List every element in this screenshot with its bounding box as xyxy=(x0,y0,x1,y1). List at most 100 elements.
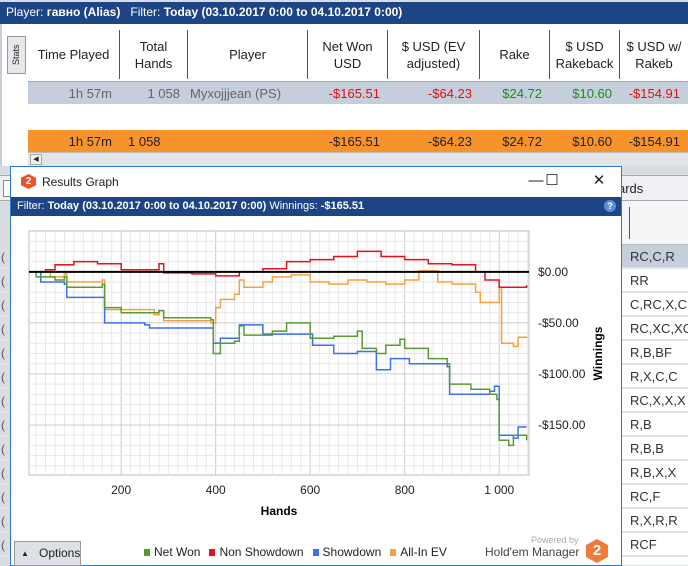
x-axis-title: Hands xyxy=(261,504,298,518)
results-chart: 200 400 600 800 1 000 $0.00 -$50.00 -$100.00 -$1… xyxy=(28,230,605,518)
series-line-all-in-ev xyxy=(29,270,528,348)
row-icon[interactable]: ( xyxy=(0,341,10,365)
hands-table-header xyxy=(618,201,688,245)
plot-area xyxy=(28,230,530,476)
hand-row-actions[interactable]: RC,X,X,X xyxy=(618,389,688,413)
total-rake: $24.72 xyxy=(502,133,542,149)
row-icon[interactable]: ( xyxy=(0,293,10,317)
report-header-bar: Player: гавно (Alias) Filter: Today (03.… xyxy=(0,2,688,24)
col-with-rakeback[interactable]: $ USD w/ Rakeb xyxy=(626,38,682,71)
cell-ev: -$64.23 xyxy=(427,85,472,101)
hand-row-actions[interactable]: RC,F xyxy=(618,485,688,509)
row-icon[interactable]: ( xyxy=(0,365,10,389)
total-hands: 1 058 xyxy=(128,133,161,149)
chevron-up-icon: ▲ xyxy=(21,549,29,558)
hem-logo-icon: 2 xyxy=(21,174,36,189)
hand-row-actions[interactable]: R,X,R,R xyxy=(618,509,688,533)
hand-row-actions[interactable]: R,B,BF xyxy=(618,341,688,365)
left-row-icons: ((((((((((((( xyxy=(0,245,10,557)
window-titlebar[interactable]: 2 Results Graph — ☐ ✕ xyxy=(11,167,621,197)
col-rakeback[interactable]: $ USD Rakeback xyxy=(550,30,620,79)
row-icon[interactable]: ( xyxy=(0,461,10,485)
hand-row-actions[interactable]: R,X,C,C xyxy=(618,365,688,389)
filter-value[interactable]: Today (03.10.2017 0:00 to 04.10.2017 0:0… xyxy=(47,200,267,212)
total-net-won: -$165.51 xyxy=(328,133,380,149)
stats-tab[interactable]: Stats xyxy=(7,36,26,74)
scroll-left-icon[interactable]: ◀ xyxy=(30,154,42,165)
player-label: Player: xyxy=(6,5,44,19)
graph-filter-bar: Filter: Today (03.10.2017 0:00 to 04.10.… xyxy=(11,197,621,216)
hand-row-actions[interactable]: C,RC,X,C xyxy=(618,293,688,317)
table-row[interactable]: 1h 57m 1 058 Myxojjjean (PS) -$165.51 -$… xyxy=(28,82,688,104)
series-line-net-won xyxy=(29,271,528,447)
col-player[interactable]: Player xyxy=(188,30,308,79)
series-line-showdown xyxy=(29,271,527,439)
row-icon[interactable]: ( xyxy=(0,533,10,557)
total-ev: -$64.23 xyxy=(427,133,472,149)
legend-net-won[interactable]: Net Won xyxy=(144,545,200,559)
cell-hands: 1 058 xyxy=(147,85,180,101)
row-icon[interactable]: ( xyxy=(0,389,10,413)
y-tick-label: $0.00 xyxy=(538,265,568,279)
player-name: гавно (Alias) xyxy=(46,5,121,19)
grid-header: Time Played Total Hands Player Net Won U… xyxy=(28,28,688,82)
total-with-rakeback: -$154.91 xyxy=(628,133,680,149)
hand-row-actions[interactable]: RCF xyxy=(618,533,688,557)
help-icon[interactable]: ? xyxy=(604,200,616,212)
options-label: Options xyxy=(39,546,81,560)
tab-hands[interactable]: ards xyxy=(618,181,644,196)
x-tick-label: 200 xyxy=(111,483,131,497)
total-row: 1h 57m 1 058 -$165.51 -$64.23 $24.72 $10… xyxy=(28,130,688,152)
row-icon[interactable]: ( xyxy=(0,413,10,437)
x-tick-label: 1 000 xyxy=(484,483,514,497)
cell-time: 1h 57m xyxy=(68,85,112,101)
horizontal-scrollbar[interactable]: ◀ xyxy=(28,152,688,166)
chart-legend: Net Won Non Showdown Showdown All-In EV xyxy=(144,545,447,559)
filter-value[interactable]: Today (03.10.2017 0:00 to 04.10.2017 0:0… xyxy=(163,5,403,19)
cell-rake: $24.72 xyxy=(502,85,542,101)
cell-with-rakeback: -$154.91 xyxy=(628,85,680,101)
hand-row-actions[interactable]: R,B,B xyxy=(618,437,688,461)
col-rake[interactable]: Rake xyxy=(480,30,550,79)
minimize-icon[interactable]: — xyxy=(528,172,544,189)
results-graph-window: 2 Results Graph — ☐ ✕ Filter: Today (03.… xyxy=(10,166,622,566)
row-icon[interactable]: ( xyxy=(0,245,10,269)
hand-row-actions[interactable]: RR xyxy=(618,269,688,293)
options-button[interactable]: ▲ Options xyxy=(14,541,81,566)
powered-by-label: Powered by xyxy=(531,535,579,545)
row-icon[interactable]: ( xyxy=(0,317,10,341)
legend-showdown[interactable]: Showdown xyxy=(312,545,381,559)
y-tick-label: -$50.00 xyxy=(538,316,579,330)
legend-allin-ev[interactable]: All-In EV xyxy=(390,545,447,559)
winnings-value: -$165.51 xyxy=(320,200,365,212)
maximize-icon[interactable]: ☐ xyxy=(545,172,559,189)
col-net-won[interactable]: Net Won USD xyxy=(308,30,388,79)
row-icon[interactable]: ( xyxy=(0,509,10,533)
filter-label: Filter: xyxy=(17,200,45,212)
col-total-hands[interactable]: Total Hands xyxy=(120,30,188,79)
col-time-played[interactable]: Time Played xyxy=(28,30,120,79)
hand-row-actions[interactable]: R,B,X,X xyxy=(618,461,688,485)
y-tick-label: -$150.00 xyxy=(538,418,586,432)
cell-net-won: -$165.51 xyxy=(328,85,380,101)
window-title: Results Graph xyxy=(42,175,119,189)
close-icon[interactable]: ✕ xyxy=(592,172,606,189)
stats-grid: Stats Time Played Total Hands Player Net… xyxy=(0,24,688,166)
hand-row-actions[interactable]: R,B xyxy=(618,413,688,437)
row-icon[interactable]: ( xyxy=(0,485,10,509)
cell-rakeback: $10.60 xyxy=(572,85,612,101)
row-icon[interactable]: ( xyxy=(0,269,10,293)
hands-table: RC,C,RRRC,RC,X,CRC,XC,XC,XR,B,BFR,X,C,CR… xyxy=(618,201,688,565)
hand-row-actions[interactable]: RC,C,R xyxy=(618,245,688,269)
brand-logo-icon: 2 xyxy=(586,539,608,563)
winnings-label: Winnings: xyxy=(269,200,318,212)
y-tick-label: -$100.00 xyxy=(538,367,586,381)
total-time: 1h 57m xyxy=(68,133,112,149)
hand-row-actions[interactable]: RC,XC,XC,X xyxy=(618,317,688,341)
legend-non-showdown[interactable]: Non Showdown xyxy=(209,545,304,559)
row-icon[interactable]: ( xyxy=(0,437,10,461)
y-axis-title: Winnings xyxy=(591,326,605,380)
filter-label: Filter: xyxy=(130,5,161,19)
col-ev-adjusted[interactable]: $ USD (EV adjusted) xyxy=(388,30,480,79)
cell-player: Myxojjjean (PS) xyxy=(190,85,282,101)
